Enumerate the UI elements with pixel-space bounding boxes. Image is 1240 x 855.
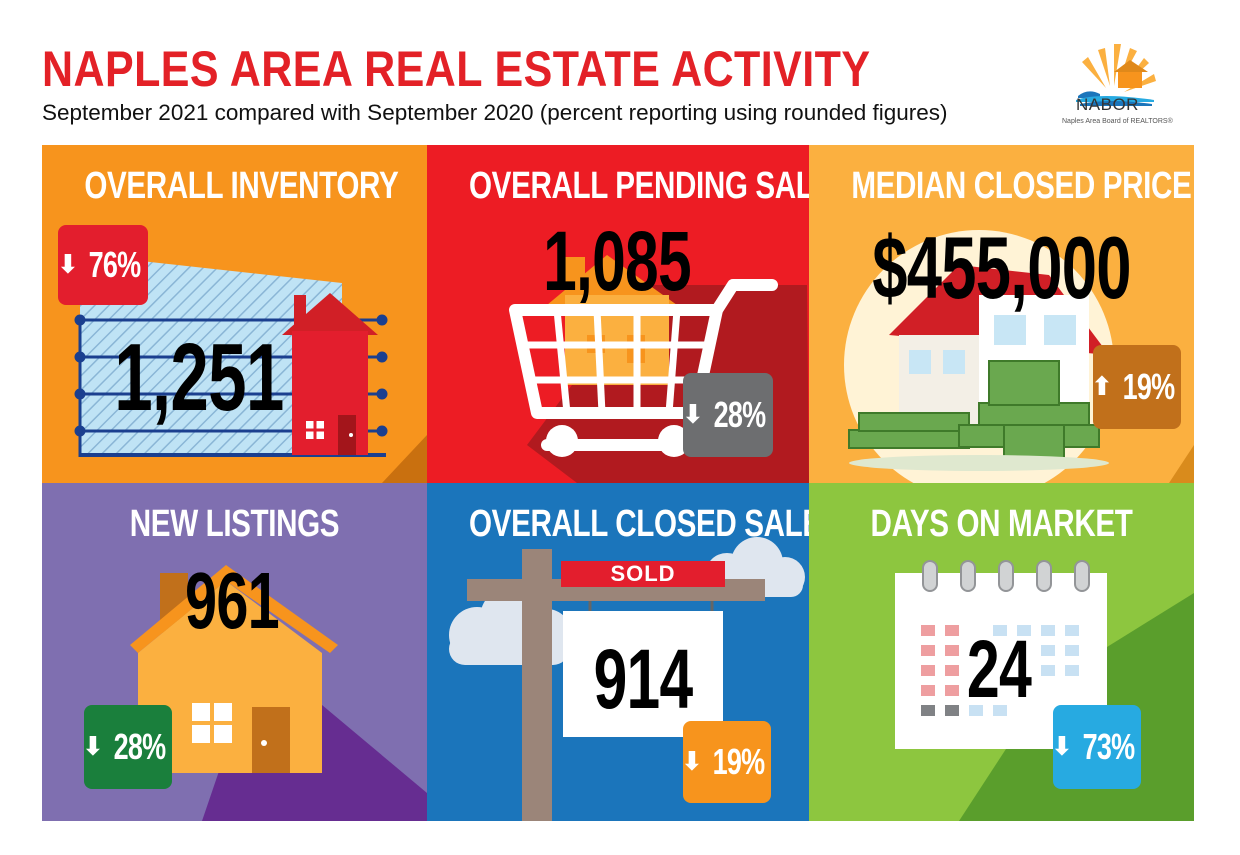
change-percent: 19% (1122, 366, 1176, 407)
panel-title: OVERALL INVENTORY (84, 165, 399, 207)
panel-title: DAYS ON MARKET (870, 503, 1133, 545)
panel-new-listings: NEW LISTINGS 961 ⬇ 28% (42, 483, 427, 821)
down-arrow-icon: ⬇ (82, 732, 104, 762)
panel-days-on-market: DAYS ON MARKET 24 ⬇ 73% (809, 483, 1194, 821)
change-badge: ⬇ 73% (1051, 705, 1141, 789)
change-percent: 28% (713, 394, 767, 435)
closed-sales-value: 914 (593, 632, 693, 726)
panel-overall-closed-sales: SOLD OVERALL CLOSED SALES 914 (427, 483, 809, 821)
page-subtitle: September 2021 compared with September 2… (42, 100, 948, 125)
panel-median-closed-price: MEDIAN CLOSED PRICE $455,000 ⬆ 19% (809, 145, 1194, 483)
down-arrow-icon: ⬇ (57, 250, 79, 280)
house-illustration (130, 565, 427, 821)
up-arrow-icon: ⬆ (1091, 372, 1113, 402)
down-arrow-icon: ⬇ (681, 747, 703, 777)
house-and-money-illustration (844, 230, 1194, 483)
logo-tagline: Naples Area Board of REALTORS® (1062, 118, 1173, 125)
down-arrow-icon: ⬇ (682, 400, 704, 430)
change-percent: 28% (113, 726, 167, 767)
logo-name: NABOR (1076, 95, 1139, 114)
change-badge: ⬇ 28% (682, 373, 773, 457)
down-arrow-icon: ⬇ (1051, 732, 1073, 762)
panel-title: OVERALL CLOSED SALES (469, 503, 809, 545)
closed-sales-change-badge: ⬇ 19% (681, 721, 771, 803)
sold-sign-illustration (449, 537, 805, 821)
change-percent: 19% (712, 741, 766, 782)
page-title: NAPLES AREA REAL ESTATE ACTIVITY (42, 41, 871, 97)
pending-value: 1,085 (543, 214, 691, 308)
days-on-market-value: 24 (966, 624, 1032, 715)
inventory-value: 1,251 (114, 324, 284, 431)
change-badge: ⬇ 76% (57, 225, 148, 305)
change-percent: 73% (1082, 726, 1136, 767)
stats-grid: OVERALL INVENTORY 1,251 ⬇ 76% (42, 145, 1194, 821)
nabor-logo (1076, 44, 1156, 106)
change-percent: 76% (88, 244, 142, 285)
change-badge: ⬆ 19% (1091, 345, 1181, 429)
new-listings-value: 961 (185, 556, 280, 645)
panel-overall-pending-sales: OVERALL PENDING SALES 1,085 ⬇ 28% (427, 145, 809, 483)
median-price-value: $455,000 (872, 218, 1131, 317)
panel-title: OVERALL PENDING SALES (469, 165, 809, 207)
panel-title: MEDIAN CLOSED PRICE (851, 165, 1192, 207)
sold-label: SOLD (610, 561, 676, 586)
panel-title: NEW LISTINGS (129, 503, 340, 545)
change-badge: ⬇ 28% (82, 705, 172, 789)
panel-overall-inventory: OVERALL INVENTORY 1,251 ⬇ 76% (42, 145, 427, 483)
